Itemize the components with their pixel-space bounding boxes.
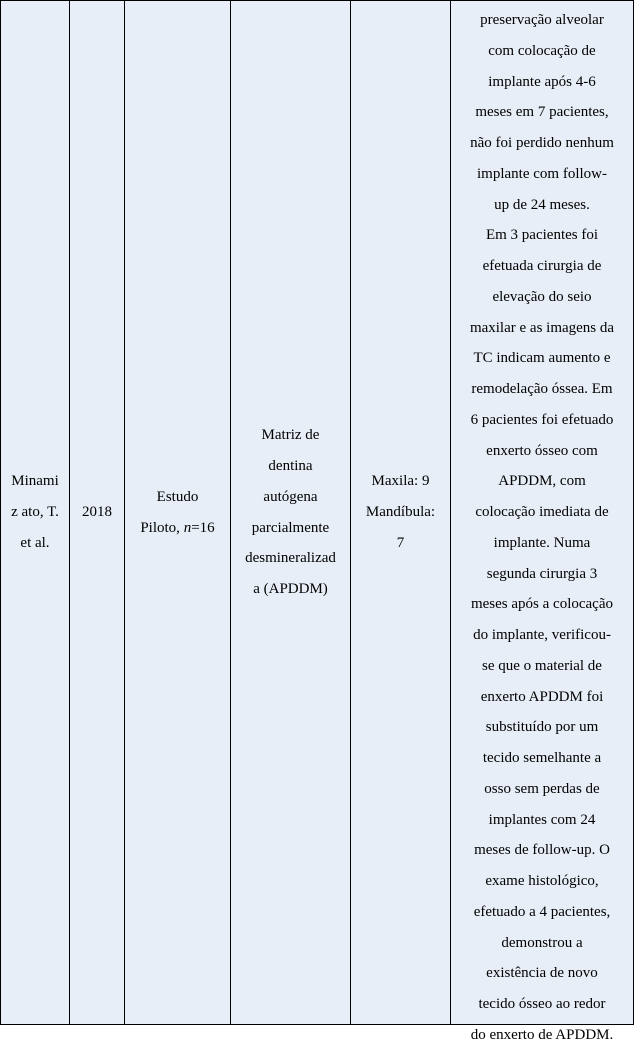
study-post: =16: [191, 520, 214, 536]
site-text: Maxila: 9Mandíbula:7: [366, 466, 435, 558]
result-text: Foi efetuadapreservação alveolarcom colo…: [470, 0, 614, 1051]
cell-study: EstudoPiloto, n=16: [125, 1, 231, 1024]
cell-material: Matriz dedentinaautógenaparcialmentedesm…: [231, 1, 351, 1024]
cell-year: 2018: [70, 1, 125, 1024]
cell-result: Foi efetuadapreservação alveolarcom colo…: [451, 1, 634, 1024]
material-text: Matriz dedentinaautógenaparcialmentedesm…: [245, 420, 336, 605]
cell-site: Maxila: 9Mandíbula:7: [351, 1, 451, 1024]
data-table: Minamiz ato, T.et al. 2018 EstudoPiloto,…: [0, 0, 634, 1025]
cell-author: Minamiz ato, T.et al.: [0, 1, 70, 1024]
author-text: Minamiz ato, T.et al.: [11, 466, 59, 558]
year-text: 2018: [82, 497, 112, 528]
study-text: EstudoPiloto, n=16: [140, 482, 214, 544]
